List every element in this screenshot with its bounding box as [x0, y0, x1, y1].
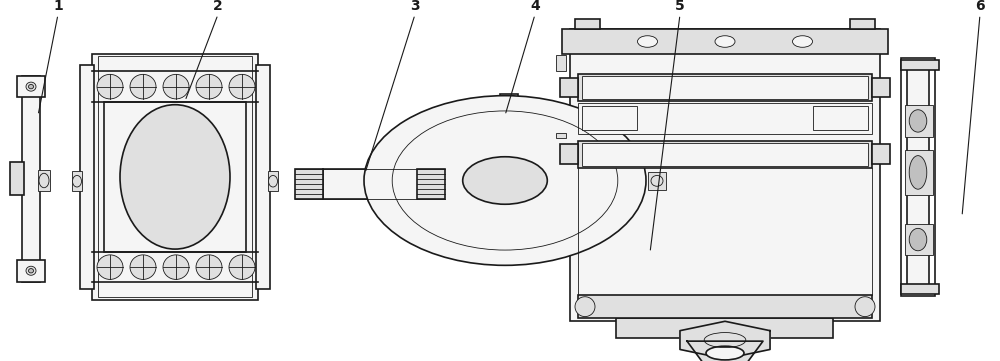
- Text: 3: 3: [410, 0, 420, 13]
- Bar: [582, 76, 868, 99]
- Bar: [901, 284, 939, 294]
- Ellipse shape: [130, 255, 156, 279]
- Bar: [907, 65, 929, 289]
- Bar: [17, 260, 45, 282]
- Ellipse shape: [130, 74, 156, 99]
- Ellipse shape: [163, 255, 189, 279]
- Text: 6: 6: [975, 0, 985, 13]
- Ellipse shape: [706, 346, 744, 360]
- Ellipse shape: [909, 229, 927, 251]
- Ellipse shape: [39, 173, 49, 188]
- Bar: [570, 29, 880, 321]
- Ellipse shape: [575, 297, 595, 317]
- Bar: [92, 54, 258, 300]
- Bar: [500, 94, 518, 264]
- Bar: [905, 105, 933, 136]
- Ellipse shape: [715, 36, 735, 47]
- Polygon shape: [680, 321, 770, 359]
- Bar: [872, 78, 890, 97]
- Ellipse shape: [792, 36, 812, 47]
- Bar: [578, 74, 872, 101]
- Ellipse shape: [638, 36, 658, 47]
- Bar: [295, 169, 323, 199]
- Bar: [323, 169, 417, 199]
- Ellipse shape: [268, 175, 278, 187]
- Text: 2: 2: [213, 0, 223, 13]
- Bar: [582, 106, 637, 130]
- Ellipse shape: [163, 74, 189, 99]
- Bar: [417, 169, 445, 199]
- Bar: [905, 150, 933, 195]
- Bar: [560, 144, 578, 164]
- Bar: [582, 143, 868, 166]
- Bar: [10, 162, 24, 195]
- Bar: [850, 19, 875, 29]
- Ellipse shape: [364, 96, 646, 265]
- Bar: [872, 144, 890, 164]
- Ellipse shape: [229, 255, 255, 279]
- Ellipse shape: [196, 74, 222, 99]
- Bar: [905, 224, 933, 255]
- Bar: [560, 78, 578, 97]
- Bar: [901, 58, 935, 296]
- Ellipse shape: [196, 255, 222, 279]
- Bar: [648, 172, 666, 190]
- Bar: [813, 106, 868, 130]
- Ellipse shape: [72, 175, 82, 187]
- Bar: [556, 55, 566, 71]
- Ellipse shape: [120, 105, 230, 249]
- Bar: [616, 318, 833, 338]
- Ellipse shape: [97, 74, 123, 99]
- Bar: [38, 170, 50, 191]
- Text: 5: 5: [675, 0, 685, 13]
- Bar: [72, 171, 82, 191]
- Text: 1: 1: [53, 0, 63, 13]
- Bar: [268, 171, 278, 191]
- Bar: [256, 65, 270, 289]
- Bar: [562, 29, 888, 54]
- Ellipse shape: [651, 175, 663, 186]
- Bar: [98, 56, 252, 297]
- Ellipse shape: [909, 110, 927, 132]
- Bar: [575, 19, 600, 29]
- Bar: [578, 141, 872, 168]
- Bar: [17, 76, 45, 97]
- Ellipse shape: [463, 157, 547, 204]
- Ellipse shape: [28, 269, 34, 273]
- Bar: [901, 60, 939, 70]
- Bar: [578, 103, 872, 134]
- Bar: [578, 295, 872, 318]
- Ellipse shape: [26, 266, 36, 275]
- Bar: [22, 76, 40, 282]
- Ellipse shape: [97, 255, 123, 279]
- Ellipse shape: [28, 84, 34, 89]
- Ellipse shape: [855, 297, 875, 317]
- Ellipse shape: [909, 156, 927, 189]
- Bar: [80, 65, 94, 289]
- Polygon shape: [687, 341, 763, 361]
- Ellipse shape: [229, 74, 255, 99]
- Bar: [104, 102, 246, 252]
- Text: 4: 4: [530, 0, 540, 13]
- Bar: [556, 133, 566, 138]
- Ellipse shape: [26, 82, 36, 91]
